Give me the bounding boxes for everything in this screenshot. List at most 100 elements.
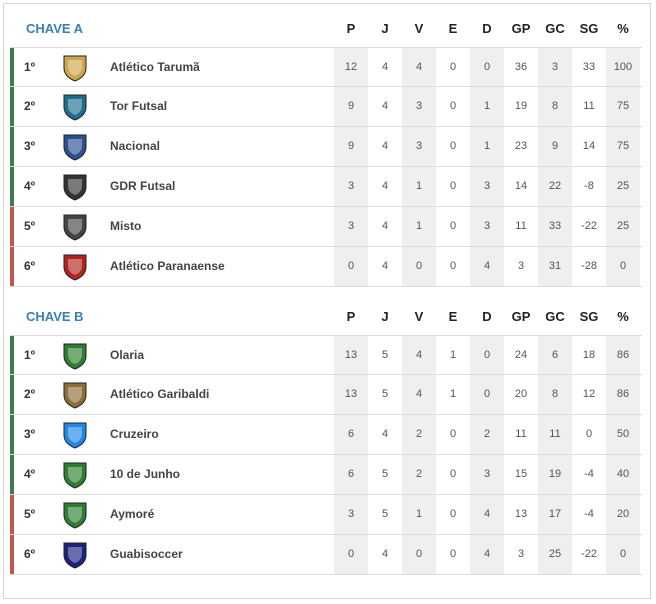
position: 3º xyxy=(24,139,36,153)
stat-j: 4 xyxy=(381,260,389,272)
stat-sg: 33 xyxy=(582,61,596,73)
stat-sg: -4 xyxy=(584,508,594,520)
eliminated-zone-marker xyxy=(10,495,14,534)
stat-sg: -22 xyxy=(581,220,597,232)
stat-gp: 13 xyxy=(514,508,528,520)
misto-crest-icon xyxy=(60,212,90,242)
stat-d: 3 xyxy=(470,455,504,494)
col-header-sg: SG xyxy=(579,21,599,36)
stat-v: 0 xyxy=(402,535,436,574)
stat-pct: 0 xyxy=(606,247,640,286)
position: 1º xyxy=(24,348,36,362)
stat-v: 4 xyxy=(402,375,436,414)
stat-p: 6 xyxy=(334,455,368,494)
stat-e: 0 xyxy=(449,100,457,112)
col-header-d: D xyxy=(482,309,492,324)
stat-p: 9 xyxy=(334,127,368,166)
standings-row[interactable]: 2º Tor Futsal 9 4 3 0 1 19 8 11 75 xyxy=(10,87,642,127)
standings-row[interactable]: 3º Nacional 9 4 3 0 1 23 9 14 75 xyxy=(10,127,642,167)
standings-row[interactable]: 6º Guabisoccer 0 4 0 0 4 3 25 -22 0 xyxy=(10,535,642,575)
stat-j: 4 xyxy=(381,428,389,440)
stat-gc: 17 xyxy=(538,495,572,534)
stat-pct: 25 xyxy=(606,167,640,206)
stat-p: 6 xyxy=(334,415,368,454)
team-name[interactable]: Cruzeiro xyxy=(110,427,159,441)
col-header-pct: % xyxy=(617,309,629,324)
stat-j: 5 xyxy=(381,508,389,520)
stat-pct: 50 xyxy=(606,415,640,454)
team-name[interactable]: Misto xyxy=(110,219,142,233)
qualified-zone-marker xyxy=(10,167,14,206)
stat-e: 0 xyxy=(449,468,457,480)
position: 6º xyxy=(24,547,36,561)
qualified-zone-marker xyxy=(10,336,14,374)
stat-v: 1 xyxy=(402,495,436,534)
stat-gp: 20 xyxy=(514,388,528,400)
stat-d: 4 xyxy=(470,247,504,286)
stat-p: 3 xyxy=(334,495,368,534)
team-name[interactable]: GDR Futsal xyxy=(110,179,176,193)
stat-e: 0 xyxy=(449,508,457,520)
stat-j: 4 xyxy=(381,180,389,192)
standings-row[interactable]: 4º GDR Futsal 3 4 1 0 3 14 22 -8 25 xyxy=(10,167,642,207)
eliminated-zone-marker xyxy=(10,247,14,286)
stat-p: 9 xyxy=(334,87,368,126)
stat-p: 13 xyxy=(334,336,368,374)
group-a-table: 1º Atlético Tarumã 12 4 4 0 0 36 3 33 100 2º Tor F… xyxy=(10,47,642,287)
standings-row[interactable]: 6º Atlético Paranaense 0 4 0 0 4 3 31 -28 0 xyxy=(10,247,642,287)
team-name[interactable]: Aymoré xyxy=(110,507,155,521)
stat-gp: 11 xyxy=(515,220,527,232)
stat-v: 1 xyxy=(402,207,436,246)
cruzeiro-crest-icon xyxy=(60,420,90,450)
col-header-j: J xyxy=(381,21,389,36)
position: 1º xyxy=(24,60,36,74)
team-name[interactable]: Atlético Tarumã xyxy=(110,60,200,74)
stat-e: 1 xyxy=(449,388,457,400)
standings-row[interactable]: 2º Atlético Garibaldi 13 5 4 1 0 20 8 12 86 xyxy=(10,375,642,415)
standings-row[interactable]: 3º Cruzeiro 6 4 2 0 2 11 11 0 50 xyxy=(10,415,642,455)
stat-j: 4 xyxy=(381,61,389,73)
qualified-zone-marker xyxy=(10,455,14,494)
col-header-pct: % xyxy=(617,21,629,36)
stat-p: 3 xyxy=(334,207,368,246)
team-name[interactable]: Atlético Garibaldi xyxy=(110,387,210,401)
stat-e: 0 xyxy=(449,140,457,152)
stat-pct: 40 xyxy=(606,455,640,494)
stat-gc: 11 xyxy=(538,415,572,454)
stat-gc: 25 xyxy=(538,535,572,574)
stat-gp: 23 xyxy=(514,140,528,152)
team-name[interactable]: Tor Futsal xyxy=(110,99,168,113)
stat-sg: 14 xyxy=(582,140,596,152)
stat-sg: -8 xyxy=(584,180,594,192)
stat-v: 3 xyxy=(402,87,436,126)
stat-v: 2 xyxy=(402,455,436,494)
col-header-e: E xyxy=(448,309,458,324)
team-name[interactable]: 10 de Junho xyxy=(110,467,181,481)
position: 2º xyxy=(24,99,36,113)
stat-v: 2 xyxy=(402,415,436,454)
stat-gp: 15 xyxy=(514,468,528,480)
position: 6º xyxy=(24,259,36,273)
standings-row[interactable]: 1º Olaria 13 5 4 1 0 24 6 18 86 xyxy=(10,335,642,375)
qualified-zone-marker xyxy=(10,127,14,166)
team-name[interactable]: Guabisoccer xyxy=(110,547,183,561)
stat-gc: 31 xyxy=(538,247,572,286)
stat-sg: 0 xyxy=(585,428,593,440)
standings-row[interactable]: 5º Aymoré 3 5 1 0 4 13 17 -4 20 xyxy=(10,495,642,535)
standings-row[interactable]: 4º 10 de Junho 6 5 2 0 3 15 19 -4 40 xyxy=(10,455,642,495)
stat-gp: 3 xyxy=(517,260,525,272)
stat-sg: -4 xyxy=(584,468,594,480)
team-name[interactable]: Nacional xyxy=(110,139,161,153)
stat-gc: 6 xyxy=(538,336,572,374)
standings-row[interactable]: 5º Misto 3 4 1 0 3 11 33 -22 25 xyxy=(10,207,642,247)
stat-v: 0 xyxy=(402,247,436,286)
standings-row[interactable]: 1º Atlético Tarumã 12 4 4 0 0 36 3 33 100 xyxy=(10,47,642,87)
team-name[interactable]: Olaria xyxy=(110,348,145,362)
stat-j: 4 xyxy=(381,548,389,560)
stat-sg: -22 xyxy=(581,548,597,560)
col-header-j: J xyxy=(381,309,389,324)
stat-d: 1 xyxy=(470,87,504,126)
stat-e: 0 xyxy=(449,61,457,73)
group-b-header: CHAVE B P J V E D GP GC SG % xyxy=(10,302,642,332)
team-name[interactable]: Atlético Paranaense xyxy=(110,259,225,273)
